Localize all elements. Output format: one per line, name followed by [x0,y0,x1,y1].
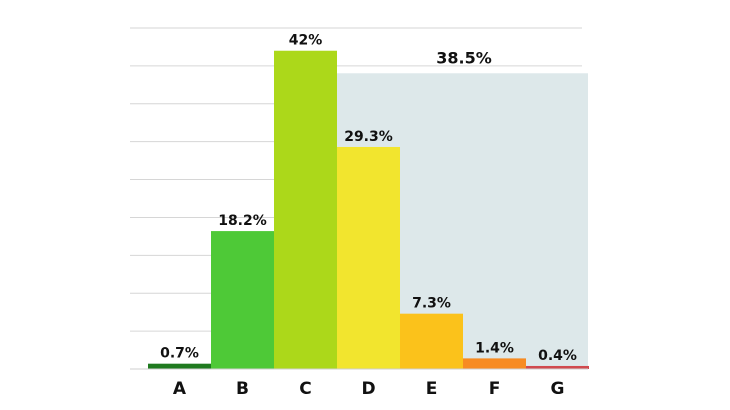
bar-g [526,365,589,369]
value-labels: 0.7% 18.2% 42% 29.3% 7.3% 1.4% 0.4% [160,33,577,364]
category-label-g: G [551,379,565,399]
value-label-a: 0.7% [160,346,199,362]
category-label-d: D [361,379,375,399]
category-label-e: E [426,379,438,399]
value-label-c: 42% [289,33,323,49]
category-labels: A B C D E F G [173,379,565,399]
bar-b [211,231,274,369]
value-label-g: 0.4% [538,348,577,364]
bars [148,50,589,369]
bar-f [463,358,526,369]
bar-d [337,146,400,369]
bar-e [400,313,463,369]
category-label-b: B [236,379,249,399]
value-label-b: 18.2% [218,213,267,229]
category-label-c: C [299,379,311,399]
value-label-d: 29.3% [344,129,393,145]
bar-c [274,50,337,369]
bar-a [148,363,211,369]
value-label-e: 7.3% [412,296,451,312]
highlight-label: 38.5% [436,48,492,67]
value-label-f: 1.4% [475,340,514,356]
category-label-f: F [489,379,501,399]
category-label-a: A [173,379,187,399]
